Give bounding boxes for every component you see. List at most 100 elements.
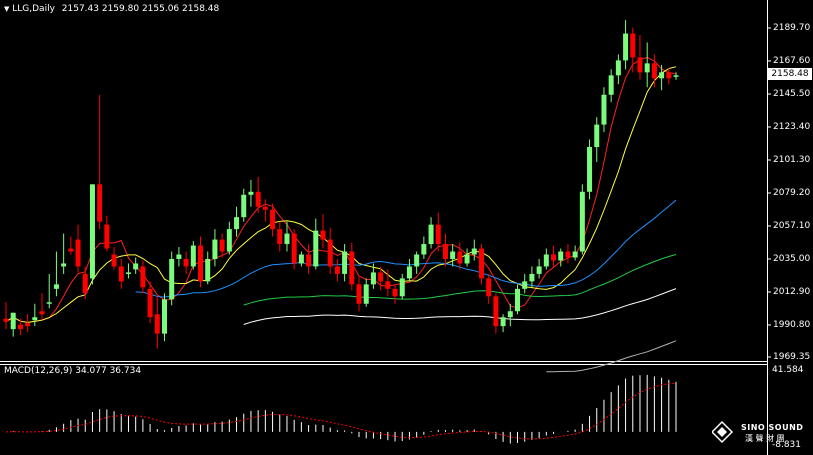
- ma-5-line: [5, 56, 677, 323]
- candle: [3, 302, 9, 330]
- price-axis-ticks: [767, 27, 771, 358]
- candle: [435, 212, 441, 252]
- ma-10-line: [5, 66, 677, 323]
- candle: [298, 251, 304, 267]
- price-tick-label: 1990.80: [773, 319, 811, 330]
- candle: [334, 258, 340, 282]
- candle: [349, 242, 355, 291]
- candle: [651, 54, 657, 88]
- macd-signal-line: [5, 382, 677, 440]
- candle: [291, 229, 297, 270]
- candle: [399, 273, 405, 300]
- candle: [558, 248, 564, 267]
- candle: [565, 244, 571, 264]
- candle: [226, 221, 232, 255]
- candle: [248, 179, 254, 207]
- candle: [198, 236, 204, 288]
- macd-label: MACD(12,26,9) 34.077 36.734: [4, 366, 142, 376]
- candle: [406, 258, 412, 282]
- macd-histogram: [12, 374, 677, 444]
- candle: [536, 258, 542, 279]
- candle: [25, 314, 31, 333]
- candle: [154, 296, 160, 349]
- candle: [500, 314, 506, 333]
- dropdown-triangle-icon[interactable]: ▼: [4, 5, 10, 13]
- candle: [133, 257, 139, 274]
- candle: [255, 176, 261, 213]
- candle: [414, 251, 420, 274]
- candle: [587, 139, 593, 200]
- candle: [82, 266, 88, 300]
- price-tick-label: 2167.60: [773, 55, 811, 66]
- candle: [356, 276, 362, 312]
- candle: [464, 248, 470, 267]
- candle: [190, 241, 196, 270]
- macd-signal: [5, 382, 677, 440]
- ma-90-line: [243, 288, 677, 325]
- candle: [306, 244, 312, 274]
- candle: [53, 251, 59, 297]
- candle: [421, 236, 427, 259]
- candle: [507, 303, 513, 327]
- candle: [478, 244, 484, 285]
- candle: [104, 215, 110, 252]
- candle: [457, 242, 463, 270]
- candle: [270, 203, 276, 237]
- candlesticks: [3, 20, 679, 349]
- price-tick-label: 2123.40: [773, 121, 811, 132]
- candle: [594, 117, 600, 162]
- current-price-label: 2158.48: [768, 68, 812, 80]
- candle: [219, 233, 225, 258]
- candle: [284, 221, 290, 252]
- ohlc-values: 2157.43 2159.80 2155.06 2158.48: [61, 4, 220, 14]
- candle: [385, 269, 391, 297]
- price-tick-label: 2035.00: [773, 253, 811, 264]
- candle: [630, 27, 636, 73]
- candle: [442, 233, 448, 267]
- candle: [277, 221, 283, 252]
- candle: [471, 239, 477, 261]
- logo-name: SINO SOUND: [741, 423, 804, 432]
- candle: [234, 206, 240, 237]
- candle: [486, 273, 492, 304]
- ma-60-line: [243, 254, 677, 306]
- candle: [140, 260, 146, 294]
- price-tick-label: 2057.10: [773, 220, 811, 231]
- candle: [392, 284, 398, 304]
- candle: [659, 64, 665, 91]
- candle: [61, 233, 67, 274]
- candle: [673, 72, 679, 80]
- candle: [241, 188, 247, 222]
- logo-sub: 漢 聲 財 團: [745, 434, 785, 443]
- candle: [89, 184, 95, 285]
- candle: [637, 35, 643, 80]
- price-tick-label: 1969.35: [773, 352, 811, 362]
- candle: [515, 284, 521, 315]
- candle: [529, 266, 535, 288]
- candle: [551, 245, 557, 267]
- candle: [205, 251, 211, 285]
- candle: [428, 217, 434, 249]
- candle: [644, 42, 650, 88]
- candle: [320, 214, 326, 249]
- candle: [17, 318, 23, 336]
- price-tick-label: 2189.70: [773, 23, 811, 33]
- moving-averages: [5, 56, 677, 373]
- macd-header: MACD(12,26,9) 34.077 36.734: [4, 366, 141, 377]
- symbol-header: ▼ LLG,Daily 2157.43 2159.80 2155.06 2158…: [4, 4, 219, 15]
- candle: [75, 224, 81, 273]
- candle: [522, 273, 528, 294]
- candle: [212, 229, 218, 267]
- candle: [579, 184, 585, 255]
- candle: [97, 94, 103, 230]
- candle: [39, 293, 45, 319]
- macd-axis-bottom: -8.831: [772, 440, 802, 450]
- candle: [342, 244, 348, 282]
- price-tick-label: 2079.20: [773, 187, 811, 198]
- candle: [183, 251, 189, 274]
- symbol-label: LLG,Daily: [12, 4, 55, 14]
- price-tick-label: 2101.30: [773, 154, 811, 165]
- candle: [161, 293, 167, 342]
